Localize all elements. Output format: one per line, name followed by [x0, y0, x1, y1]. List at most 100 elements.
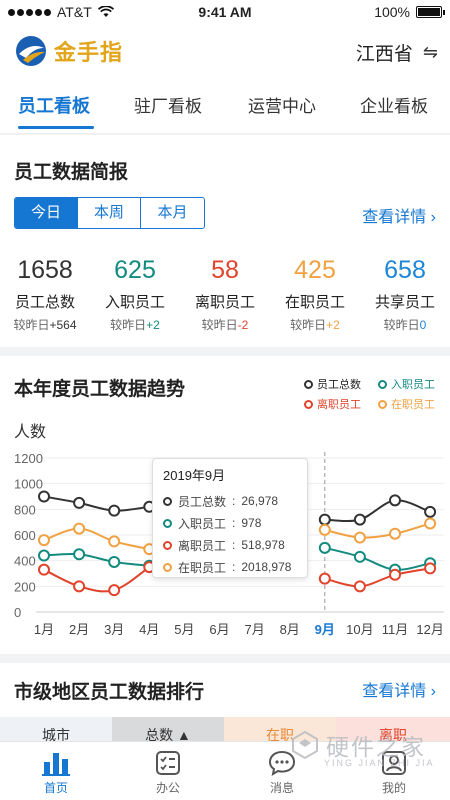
data-point [108, 535, 121, 548]
legend-item[interactable]: 在职员工 [378, 396, 435, 412]
y-tick-label: 600 [14, 528, 36, 543]
logo-icon [16, 36, 46, 66]
tab-factory-board[interactable]: 驻厂看板 [134, 97, 202, 116]
y-tick-label: 800 [14, 502, 36, 517]
tooltip-value: 26,978 [241, 494, 279, 508]
tooltip-marker [163, 540, 172, 550]
column-active[interactable]: 在职 [224, 717, 336, 743]
legend-item[interactable]: 员工总数 [304, 376, 361, 392]
trend-line-chart[interactable]: 0 200 400 600 800 1000 1200 1月 2月 3月 4月 5月 6月 7月 8月 9月 1… [0, 446, 450, 646]
stat-resigned: 58 离职员工 较昨日-2 [180, 255, 270, 333]
ranking-details-link[interactable]: 查看详情 › [362, 677, 436, 701]
legend-marker [304, 379, 313, 389]
status-bar: AT&T 9:41 AM 100% [0, 0, 450, 26]
stat-value: 1658 [17, 256, 73, 284]
tooltip-row: 离职员工: 518,978 [163, 534, 297, 556]
tooltip-row: 在职员工: 2018,978 [163, 556, 297, 578]
chat-bubble-icon [268, 750, 296, 776]
data-point [318, 513, 331, 526]
x-tick-label: 1月 [34, 622, 54, 637]
nav-label: 消息 [269, 781, 294, 795]
column-city[interactable]: 城市 [0, 717, 112, 743]
data-point [73, 580, 86, 593]
nav-label: 我的 [381, 781, 406, 795]
ranking-details-label: 查看详情 [362, 683, 427, 700]
active-tab-indicator [18, 126, 94, 129]
tooltip-marker [163, 496, 172, 506]
x-tick-label: 8月 [280, 622, 300, 637]
data-point [73, 522, 86, 535]
stat-shared: 658 共享员工 较昨日0 [360, 255, 450, 333]
stat-label: 入职员工 [104, 294, 165, 311]
chevron-right-icon: › [430, 209, 436, 226]
stat-value: 625 [114, 256, 156, 284]
period-week[interactable]: 本周 [78, 198, 141, 228]
compare-change: +564 [49, 318, 77, 332]
nav-home[interactable]: 首页 [26, 748, 86, 796]
y-tick-label: 1000 [14, 477, 43, 492]
series-line [43, 552, 150, 567]
nav-messages[interactable]: 消息 [252, 748, 312, 796]
chart-tooltip: 2019年9月 员工总数: 26,978 入职员工: 978 离职员工: 518… [152, 458, 308, 578]
y-tick-label: 1200 [14, 451, 43, 466]
column-resigned[interactable]: 离职 [336, 717, 450, 743]
nav-label: 首页 [43, 781, 68, 795]
ranking-card: 市级地区员工数据排行 查看详情 › 城市 总数 ▲ 在职 离职 [0, 663, 450, 743]
stat-value: 658 [384, 256, 426, 284]
province-switcher[interactable]: 江西省 ⇋ [356, 39, 438, 66]
data-point [353, 550, 366, 563]
tooltip-value: 978 [241, 516, 262, 530]
compare-change: +2 [326, 318, 340, 332]
stat-compare: 较昨日+564 [0, 316, 90, 333]
x-tick-label: 11月 [382, 622, 409, 637]
x-tick-label: 2月 [69, 622, 89, 637]
tab-operations-center[interactable]: 运营中心 [248, 97, 316, 116]
legend-label: 入职员工 [391, 379, 435, 391]
tab-bar: 员工看板 驻厂看板 运营中心 企业看板 [0, 76, 450, 134]
x-tick-label: 4月 [139, 622, 159, 637]
y-tick-label: 0 [14, 605, 21, 620]
tab-enterprise-board[interactable]: 企业看板 [360, 97, 428, 116]
compare-change: 0 [419, 318, 427, 332]
profile-icon [382, 751, 406, 775]
summary-card: 员工数据简报 今日 本周 本月 查看详情 › 1658 员工总数 较昨日+564… [0, 135, 450, 347]
stat-compare: 较昨日+2 [270, 316, 360, 333]
battery-icon [416, 6, 445, 18]
series-line [43, 495, 150, 512]
ranking-title: 市级地区员工数据排行 [14, 682, 205, 703]
app-logo: 金手指 [14, 34, 123, 68]
tab-staff-board[interactable]: 员工看板 [18, 96, 90, 116]
nav-office[interactable]: 办公 [138, 748, 198, 796]
tooltip-title: 2019年9月 [163, 468, 226, 483]
legend-item[interactable]: 离职员工 [304, 396, 361, 412]
stat-label: 离职员工 [194, 294, 255, 311]
period-month[interactable]: 本月 [157, 204, 188, 221]
legend-marker [378, 399, 387, 409]
stat-onboarded: 625 入职员工 较昨日+2 [90, 255, 180, 333]
data-point [353, 531, 366, 544]
period-today[interactable]: 今日 [15, 198, 78, 228]
data-point [108, 555, 121, 568]
tooltip-row: 入职员工: 978 [163, 512, 297, 534]
trend-card: 本年度员工数据趋势 员工总数 入职员工 离职员工 在职员工 人数 0 200 400… [0, 356, 450, 654]
summary-title: 员工数据简报 [14, 162, 129, 183]
data-point [38, 490, 50, 503]
legend-item[interactable]: 入职员工 [378, 376, 435, 392]
stat-value: 425 [294, 256, 336, 284]
data-point [353, 580, 366, 593]
compare-prefix: 较昨日 [13, 318, 50, 332]
x-tick-label: 6月 [209, 622, 229, 637]
data-point [424, 562, 437, 575]
tooltip-value: 518,978 [241, 538, 285, 552]
nav-profile[interactable]: 我的 [364, 748, 424, 796]
series-line [324, 567, 431, 588]
summary-details-link[interactable]: 查看详情 › [362, 203, 436, 227]
x-tick-label: 3月 [104, 622, 124, 637]
column-total[interactable]: 总数 ▲ [112, 717, 224, 743]
logo-text: 金手指 [54, 40, 124, 65]
legend-label: 离职员工 [317, 399, 361, 411]
data-point [108, 504, 121, 517]
legend-marker [304, 399, 313, 409]
data-point [389, 527, 401, 540]
compare-change: +2 [146, 318, 160, 332]
